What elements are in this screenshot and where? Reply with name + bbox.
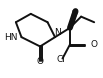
Text: Cl: Cl bbox=[56, 55, 65, 64]
Polygon shape bbox=[70, 10, 78, 28]
Text: N: N bbox=[54, 28, 61, 37]
Text: HN: HN bbox=[4, 33, 18, 42]
Text: O: O bbox=[90, 40, 97, 49]
Text: O: O bbox=[37, 57, 44, 66]
